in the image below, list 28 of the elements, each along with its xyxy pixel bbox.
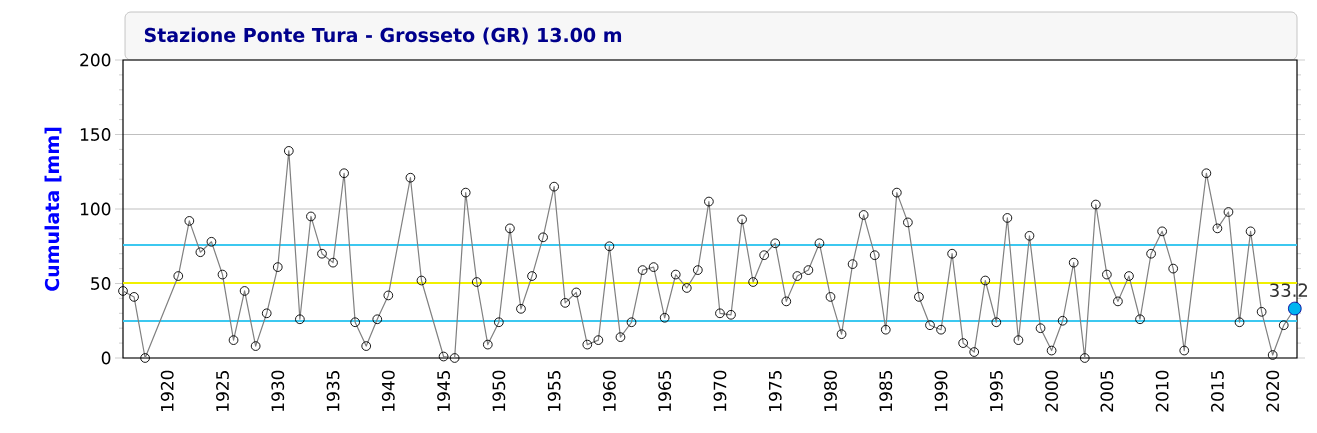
y-tick-label: 0 (101, 351, 111, 365)
x-tick-label: 1995 (989, 371, 1003, 411)
x-tick-label: 1955 (547, 371, 561, 411)
x-tick-label: 2010 (1155, 370, 1169, 412)
chart-title: Stazione Ponte Tura - Grosseto (GR) 13.00 m (144, 27, 622, 45)
x-tick-label: 2005 (1100, 371, 1114, 412)
x-tick-label: 1945 (437, 371, 451, 411)
y-tick-label: 200 (80, 53, 111, 67)
y-tick-label: 50 (91, 277, 111, 290)
x-tick-label: 1970 (713, 370, 727, 411)
x-tick-label: 1990 (934, 370, 948, 411)
x-tick-label: 1965 (658, 371, 672, 411)
x-tick-label: 1940 (381, 370, 395, 411)
x-tick-label: 1925 (216, 371, 229, 411)
x-tick-label: 1985 (879, 371, 893, 411)
x-tick-label: 1980 (824, 370, 837, 411)
x-tick-label: 1930 (271, 370, 285, 411)
x-tick-label: 1935 (326, 371, 340, 411)
x-tick-label: 1920 (160, 370, 174, 411)
x-tick-label: 1950 (492, 370, 506, 411)
x-tick-label: 1975 (768, 371, 782, 411)
y-tick-label: 150 (80, 128, 111, 141)
x-tick-label: 2000 (1045, 370, 1059, 412)
x-tick-label: 2020 (1266, 370, 1280, 412)
x-tick-label: 1960 (602, 370, 616, 411)
y-tick-label: 100 (80, 202, 111, 216)
y-axis-title: Cumulata [mm] (44, 127, 62, 291)
x-tick-label: 2015 (1210, 371, 1224, 412)
